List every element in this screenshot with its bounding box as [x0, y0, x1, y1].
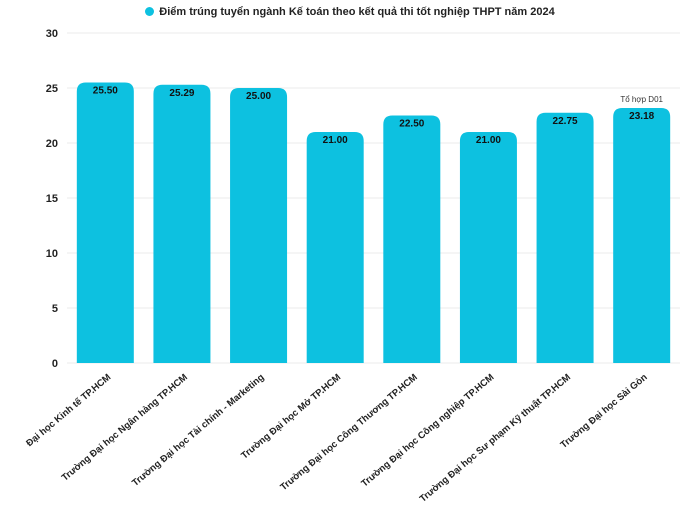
- x-category-label: Trường Đại học Sư phạm Kỹ thuật TP.HCM: [418, 372, 573, 505]
- data-label: 21.00: [323, 135, 348, 146]
- bar: [613, 108, 671, 364]
- data-label: 25.00: [246, 91, 271, 102]
- x-category-label: Trường Đại học Sài Gòn: [559, 372, 650, 451]
- y-tick-label: 20: [46, 138, 58, 150]
- data-label: 22.75: [553, 116, 578, 127]
- bar: [459, 132, 517, 363]
- y-tick-label: 15: [46, 193, 58, 205]
- bar: [536, 112, 594, 363]
- x-category-label: Trường Đại học Ngân hàng TP.HCM: [60, 372, 190, 484]
- data-labels: 25.50 25.29 25.00 21.00 22.50 21.00 22.75 23.18…: [93, 86, 664, 147]
- y-tick-label: 25: [46, 83, 58, 95]
- data-label: 25.29: [169, 88, 194, 99]
- x-category-label: Trường Đại học Công nghiệp TP.HCM: [359, 372, 496, 490]
- y-tick-label: 10: [46, 248, 58, 260]
- data-label: 23.18: [629, 111, 654, 122]
- x-category-label: Trường Đại học Tài chính - Marketing: [130, 372, 267, 489]
- y-tick-label: 0: [52, 358, 58, 370]
- legend-swatch: [145, 6, 155, 16]
- x-category-label: Đại học Kinh tế TP.HCM: [24, 372, 113, 449]
- bars: [76, 82, 671, 364]
- legend-label: Điểm trúng tuyển ngành Kế toán theo kết …: [159, 6, 555, 18]
- y-tick-label: 5: [52, 303, 58, 315]
- bar: [76, 82, 134, 363]
- legend: Điểm trúng tuyển ngành Kế toán theo kết …: [0, 6, 700, 18]
- data-label: 21.00: [476, 135, 501, 146]
- annotation-label: Tổ hợp D01: [620, 95, 663, 104]
- y-axis-ticks: 0 5 10 15 20 25 30: [46, 28, 58, 370]
- bar: [230, 88, 288, 363]
- x-category-label: Trường Đại học Công Thương TP.HCM: [278, 372, 419, 493]
- y-tick-label: 30: [46, 28, 58, 40]
- bar: [306, 132, 364, 363]
- data-label: 22.50: [399, 119, 424, 130]
- bar: [383, 115, 441, 363]
- data-label: 25.50: [93, 86, 118, 97]
- bar: [153, 84, 211, 363]
